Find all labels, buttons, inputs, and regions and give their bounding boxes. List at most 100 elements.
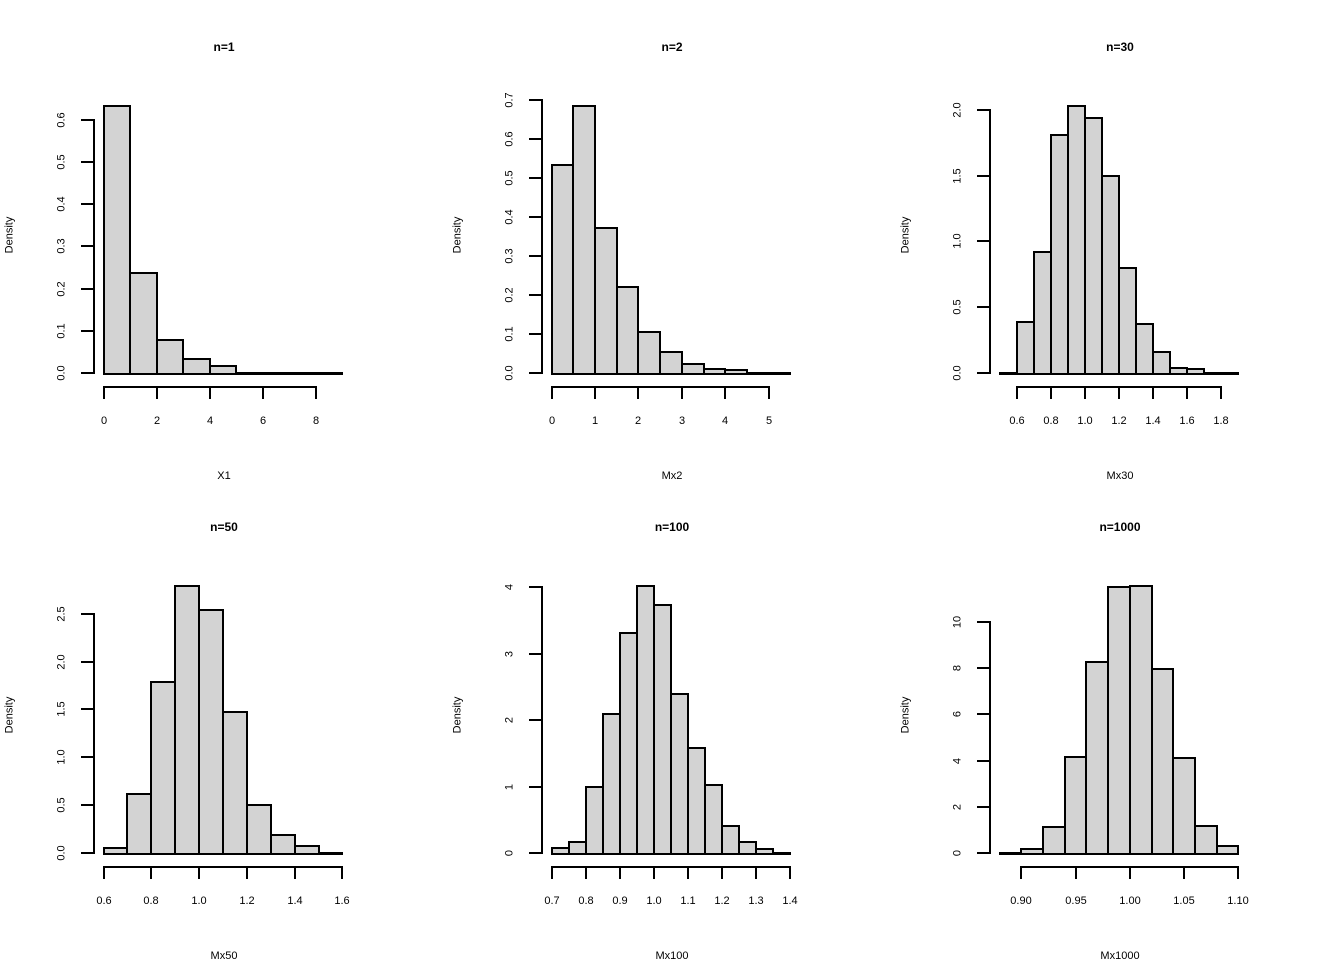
y-tick-label: 0.6 <box>503 131 516 147</box>
y-axis-tick <box>81 288 94 290</box>
y-axis-tick <box>81 852 94 854</box>
y-axis-tick <box>977 806 990 808</box>
histogram-bar <box>551 164 574 375</box>
histogram-bar <box>103 105 131 375</box>
x-axis-tick <box>1186 386 1188 399</box>
y-tick-label: 3 <box>503 650 516 658</box>
x-axis-tick <box>585 866 587 879</box>
y-axis-tick <box>81 804 94 806</box>
histogram-panel-n1: n=1 Density 0.0 0.1 0.2 0.3 0.4 0.5 0.6 0 2 4 6 8 X1 <box>0 0 448 482</box>
y-axis-tick <box>977 109 990 111</box>
histogram-bar <box>103 847 128 855</box>
histogram-bar <box>594 227 618 375</box>
y-axis-tick <box>529 786 542 788</box>
x-axis-tick <box>721 866 723 879</box>
x-tick-label: 0.8 <box>578 895 594 907</box>
x-axis-label: Mx100 <box>655 950 689 960</box>
y-axis-label: Density <box>899 216 912 254</box>
histogram-bar <box>721 825 740 855</box>
y-axis-tick <box>529 586 542 588</box>
y-axis-line <box>541 586 543 854</box>
y-axis-tick <box>529 852 542 854</box>
y-axis-label: Density <box>451 216 464 254</box>
histogram-bar <box>1135 323 1154 375</box>
histogram-bar <box>198 609 224 855</box>
x-tick-label: 1.4 <box>782 895 798 907</box>
y-axis-tick <box>81 245 94 247</box>
x-axis-tick <box>687 866 689 879</box>
y-tick-label: 2.0 <box>55 654 68 670</box>
y-tick-label: 0.0 <box>55 845 68 861</box>
x-tick-label: 4 <box>721 415 729 427</box>
x-axis-tick <box>246 866 248 879</box>
y-tick-label: 0 <box>951 849 964 857</box>
y-axis-tick <box>977 175 990 177</box>
y-axis-line <box>93 119 95 374</box>
y-tick-label: 0.4 <box>503 209 516 225</box>
x-axis-tick <box>1020 866 1022 879</box>
histogram-bar <box>150 681 176 855</box>
y-axis-label: Density <box>451 696 464 734</box>
y-axis-line <box>989 109 991 374</box>
y-tick-label: 0.3 <box>55 238 68 254</box>
histogram-bar <box>572 105 596 375</box>
y-tick-label: 1.5 <box>55 701 68 717</box>
x-axis-tick <box>1016 386 1018 399</box>
histogram-bar <box>704 784 723 855</box>
chart-title: n=30 <box>1106 40 1134 54</box>
x-tick-label: 1.0 <box>191 895 207 907</box>
x-tick-label: 4 <box>206 415 214 427</box>
histogram-bar <box>999 372 1018 375</box>
x-axis-tick <box>156 386 158 399</box>
y-axis-tick <box>977 621 990 623</box>
histogram-bar <box>126 793 152 855</box>
x-axis-tick <box>653 866 655 879</box>
histogram-panel-n50: n=50 Density 0.0 0.5 1.0 1.5 2.0 2.5 0.6 0.8 1.0 1.… <box>0 480 448 960</box>
x-axis-label: Mx1000 <box>1100 950 1140 960</box>
x-tick-label: 0.95 <box>1065 895 1087 907</box>
x-axis-tick <box>1129 866 1131 879</box>
x-tick-label: 1.1 <box>680 895 696 907</box>
x-axis-tick <box>198 866 200 879</box>
chart-title: n=2 <box>661 40 683 54</box>
y-tick-label: 6 <box>951 710 964 718</box>
y-axis-tick <box>81 203 94 205</box>
y-tick-label: 2 <box>951 803 964 811</box>
histogram-bar <box>1107 586 1131 855</box>
x-axis-tick <box>294 866 296 879</box>
histogram-bar <box>222 711 248 855</box>
y-axis-tick <box>81 330 94 332</box>
y-tick-label: 0.2 <box>503 287 516 303</box>
histogram-bar <box>318 852 343 855</box>
x-tick-label: 0 <box>100 415 108 427</box>
x-axis-tick <box>1237 866 1239 879</box>
histogram-bar <box>999 852 1022 855</box>
histogram-bar <box>1064 756 1087 855</box>
x-tick-label: 1.4 <box>287 895 303 907</box>
y-tick-label: 0.5 <box>951 299 964 315</box>
y-axis-label: Density <box>899 696 912 734</box>
histogram-bar <box>746 372 770 375</box>
y-axis-tick <box>81 756 94 758</box>
histogram-bar <box>1151 668 1174 855</box>
chart-title: n=50 <box>210 520 238 534</box>
y-tick-label: 10 <box>951 615 964 629</box>
x-axis-tick <box>551 866 553 879</box>
histogram-bar <box>681 363 705 375</box>
y-tick-label: 0.1 <box>503 326 516 342</box>
histogram-bar <box>772 852 791 855</box>
histogram-bar <box>209 365 237 375</box>
x-tick-label: 1.2 <box>714 895 730 907</box>
y-tick-label: 1.0 <box>55 749 68 765</box>
y-axis-tick <box>81 708 94 710</box>
y-tick-label: 0.4 <box>55 196 68 212</box>
y-tick-label: 0.5 <box>55 154 68 170</box>
x-axis-tick <box>551 386 553 399</box>
histogram-bar <box>724 369 748 375</box>
histogram-bar <box>156 339 184 375</box>
histogram-panel-n30: n=30 Density 0.0 0.5 1.0 1.5 2.0 0.6 0.8 1.0 1.2 1.… <box>896 0 1344 482</box>
histogram-bar <box>768 372 791 375</box>
histogram-bar <box>262 372 290 375</box>
y-axis-tick <box>977 667 990 669</box>
y-axis-tick <box>81 613 94 615</box>
